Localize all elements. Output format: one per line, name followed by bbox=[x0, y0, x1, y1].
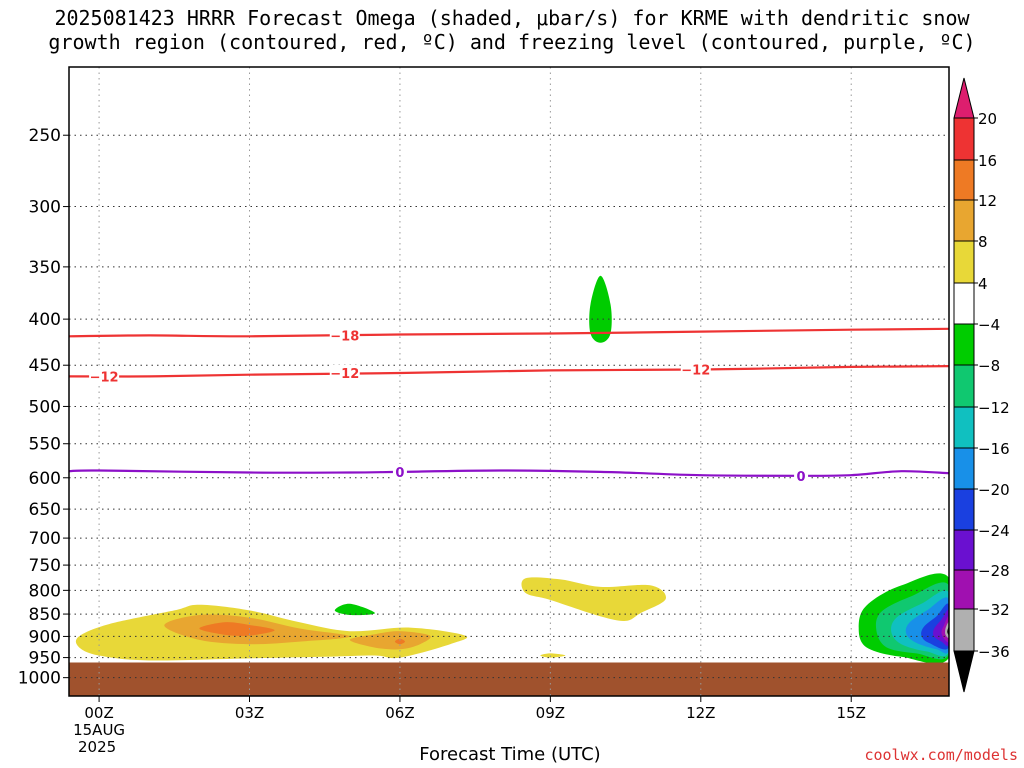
terrain-layer bbox=[69, 662, 949, 696]
omega-region-5 bbox=[199, 622, 275, 636]
chart-title-line1: 2025081423 HRRR Forecast Omega (shaded, … bbox=[54, 6, 970, 30]
omega-region-6 bbox=[394, 638, 405, 645]
contour-label-bg-4 bbox=[392, 463, 407, 479]
grid-lines bbox=[69, 67, 949, 696]
colorbar-label-12: −32 bbox=[978, 601, 1010, 619]
contour-label-2: −12 bbox=[330, 367, 359, 382]
y-tick-label-250: 250 bbox=[29, 126, 61, 146]
colorbar-swatch-4 bbox=[953, 282, 975, 325]
x-tick-label-09Z: 09Z bbox=[536, 704, 565, 722]
colorbar-swatch-11 bbox=[953, 569, 975, 610]
x-tick-label-03Z: 03Z bbox=[235, 704, 264, 722]
colorbar-label-11: −28 bbox=[978, 562, 1010, 580]
y-tick-label-650: 650 bbox=[29, 500, 61, 520]
contour-label-3: −12 bbox=[681, 364, 710, 379]
omega-region-4 bbox=[349, 631, 431, 650]
contour-label-0: −18 bbox=[330, 329, 359, 344]
contour-line-0 bbox=[69, 469, 949, 477]
y-tick-label-900: 900 bbox=[29, 627, 61, 647]
y-tick-label-800: 800 bbox=[29, 581, 61, 601]
colorbar-label-2: 12 bbox=[978, 192, 997, 210]
y-tick-label-500: 500 bbox=[29, 397, 61, 417]
contour-label-bg-0 bbox=[329, 327, 360, 343]
colorbar-label-13: −36 bbox=[978, 643, 1010, 661]
y-tick-label-700: 700 bbox=[29, 529, 61, 549]
y-tick-label-950: 950 bbox=[29, 649, 61, 669]
omega-region-0 bbox=[589, 275, 612, 343]
colorbar-swatch-2 bbox=[953, 199, 975, 242]
colorbar-label-5: −4 bbox=[978, 316, 1000, 334]
terrain-block bbox=[69, 662, 949, 696]
contour-label-1: −12 bbox=[90, 370, 119, 385]
y-tick-label-300: 300 bbox=[29, 198, 61, 218]
y-tick-label-850: 850 bbox=[29, 605, 61, 625]
colorbar-label-4: 4 bbox=[978, 275, 988, 293]
colorbar-label-8: −16 bbox=[978, 440, 1010, 458]
contour-line--18 bbox=[69, 327, 949, 338]
colorbar-swatch-7 bbox=[953, 406, 975, 449]
chart-title-line2: growth region (contoured, red, ºC) and f… bbox=[48, 30, 976, 54]
contour-layer: −18 −12 −12 −12 0 0 bbox=[69, 327, 949, 485]
colorbar-swatch-12 bbox=[953, 608, 975, 652]
x-tick-sublabel-date: 15AUG bbox=[73, 721, 125, 739]
colorbar-swatch-1 bbox=[953, 159, 975, 201]
colorbar: 20 16 12 8 4 −4 −8 −12 −16 −20 −24 −28 −32 −36 bbox=[953, 77, 1010, 693]
y-tick-label-600: 600 bbox=[29, 469, 61, 489]
colorbar-label-1: 16 bbox=[978, 152, 997, 170]
colorbar-label-9: −20 bbox=[978, 481, 1010, 499]
colorbar-label-7: −12 bbox=[978, 399, 1010, 417]
x-tick-label-12Z: 12Z bbox=[686, 704, 715, 722]
omega-region-8 bbox=[540, 653, 566, 658]
contour-line--12 bbox=[69, 365, 949, 378]
contour-label-bg-3 bbox=[680, 361, 711, 377]
y-tick-label-450: 450 bbox=[29, 356, 61, 376]
colorbar-swatch-0 bbox=[953, 117, 975, 161]
x-tick-label-15Z: 15Z bbox=[837, 704, 866, 722]
colorbar-label-3: 8 bbox=[978, 233, 988, 251]
colorbar-swatch-9 bbox=[953, 488, 975, 531]
credit-link[interactable]: coolwx.com/models bbox=[864, 746, 1018, 764]
chart-title: 2025081423 HRRR Forecast Omega (shaded, … bbox=[0, 6, 1024, 54]
colorbar-swatch-3 bbox=[953, 240, 975, 284]
colorbar-arrow-bottom bbox=[953, 650, 975, 693]
contour-label-bg-5 bbox=[794, 467, 809, 483]
omega-shading-layer bbox=[75, 275, 949, 664]
omega-region-7 bbox=[521, 577, 666, 621]
omega-region-1 bbox=[334, 603, 375, 616]
x-axis-label: Forecast Time (UTC) bbox=[419, 744, 601, 765]
colorbar-swatch-8 bbox=[953, 447, 975, 490]
colorbar-label-6: −8 bbox=[978, 357, 1000, 375]
colorbar-swatch-5 bbox=[953, 323, 975, 366]
x-tick-sublabel-year: 2025 bbox=[78, 738, 116, 756]
colorbar-label-0: 20 bbox=[978, 110, 997, 128]
y-tick-label-750: 750 bbox=[29, 556, 61, 576]
x-tick-label-06Z: 06Z bbox=[385, 704, 414, 722]
colorbar-label-10: −24 bbox=[978, 522, 1010, 540]
plot-frame bbox=[68, 66, 950, 697]
colorbar-swatch-10 bbox=[953, 529, 975, 571]
colorbar-arrow-top bbox=[953, 77, 975, 119]
y-tick-label-350: 350 bbox=[29, 258, 61, 278]
y-tick-label-550: 550 bbox=[29, 435, 61, 455]
axes-layer: 2503003504004505005506006507007508008509… bbox=[18, 66, 950, 756]
contour-label-5: 0 bbox=[797, 470, 806, 485]
contour-label-bg-2 bbox=[329, 364, 360, 380]
contour-label-4: 0 bbox=[395, 466, 404, 481]
colorbar-swatch-6 bbox=[953, 364, 975, 408]
y-tick-label-400: 400 bbox=[29, 310, 61, 330]
x-tick-label-00Z: 00Z bbox=[84, 704, 113, 722]
contour-label-bg-1 bbox=[89, 368, 120, 384]
y-tick-label-1000: 1000 bbox=[18, 669, 61, 689]
